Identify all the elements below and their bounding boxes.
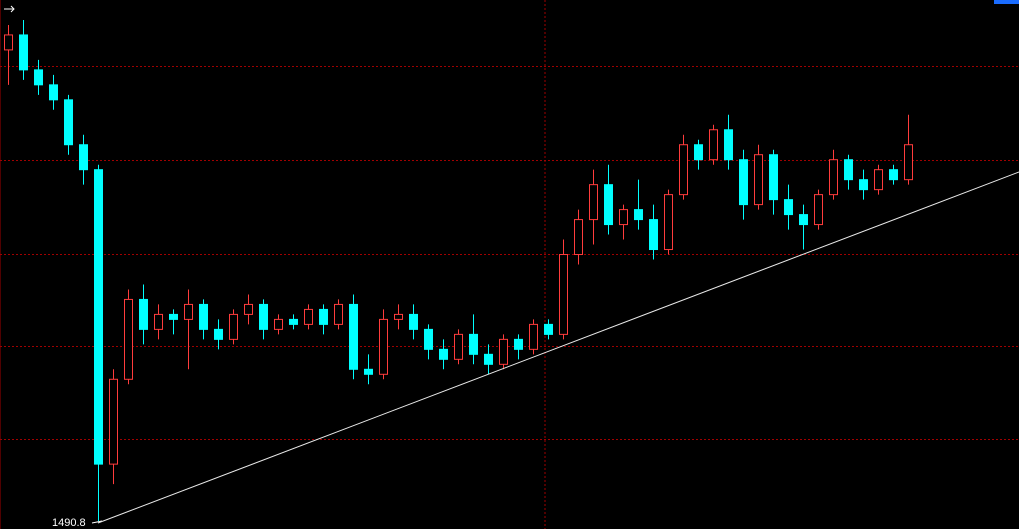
candle-body [349,303,358,370]
candle-body [124,298,133,380]
candle-body [79,144,88,171]
candle-body [739,159,748,206]
candle-body [154,313,163,330]
candle-body [139,298,148,330]
corner-button[interactable] [994,0,1019,4]
candle-body [379,318,388,375]
candle-body [814,194,823,226]
candle-body [229,313,238,340]
candle-body [304,308,313,325]
candle-body [319,308,328,325]
candle-body [259,303,268,330]
candle-body [334,303,343,325]
low-price-label: 1490.8 [52,517,86,529]
candle-body [109,378,118,465]
candle-body [769,154,778,201]
candle-body [4,34,13,51]
candle-body [169,313,178,320]
candle-body [64,99,73,146]
plot-area: 1490.8 [0,19,1019,529]
candle-body [424,328,433,350]
candle-body [409,313,418,330]
candle-body [529,323,538,350]
candle-body [664,194,673,251]
candle-body [784,199,793,216]
candle-body [484,353,493,365]
trend-line [97,171,1019,524]
low-price-pointer [91,520,103,524]
candle-body [214,328,223,340]
candle-body [889,169,898,181]
candle-body [649,219,658,251]
candle-body [364,368,373,375]
candle-body [874,169,883,191]
candle-body [469,333,478,355]
candle-body [694,144,703,161]
candle-body [604,184,613,226]
candle-body [724,129,733,161]
candle-body [904,144,913,181]
candle-body [679,144,688,196]
candle-body [49,84,58,101]
candle-body [394,313,403,320]
candle-body [859,179,868,191]
candle-body [619,209,628,226]
candle-body [499,338,508,365]
candle-body [589,184,598,221]
candle-body [634,209,643,221]
candle-body [799,214,808,226]
candle-body [754,154,763,206]
candle-body [94,169,103,465]
candle-body [289,318,298,325]
top-arrow-icon [4,5,15,13]
candle-body [184,303,193,320]
candle-body [709,129,718,161]
candle-body [274,318,283,330]
candle-body [454,333,463,360]
candle-body [34,69,43,86]
candle-body [574,219,583,256]
candle-body [559,254,568,335]
candle-body [544,323,553,335]
candle-body [514,338,523,350]
candle-body [829,159,838,196]
candle-body [244,303,253,315]
candle-body [199,303,208,330]
candle-body [844,159,853,181]
candle-body [439,348,448,360]
candle-body [19,34,28,71]
